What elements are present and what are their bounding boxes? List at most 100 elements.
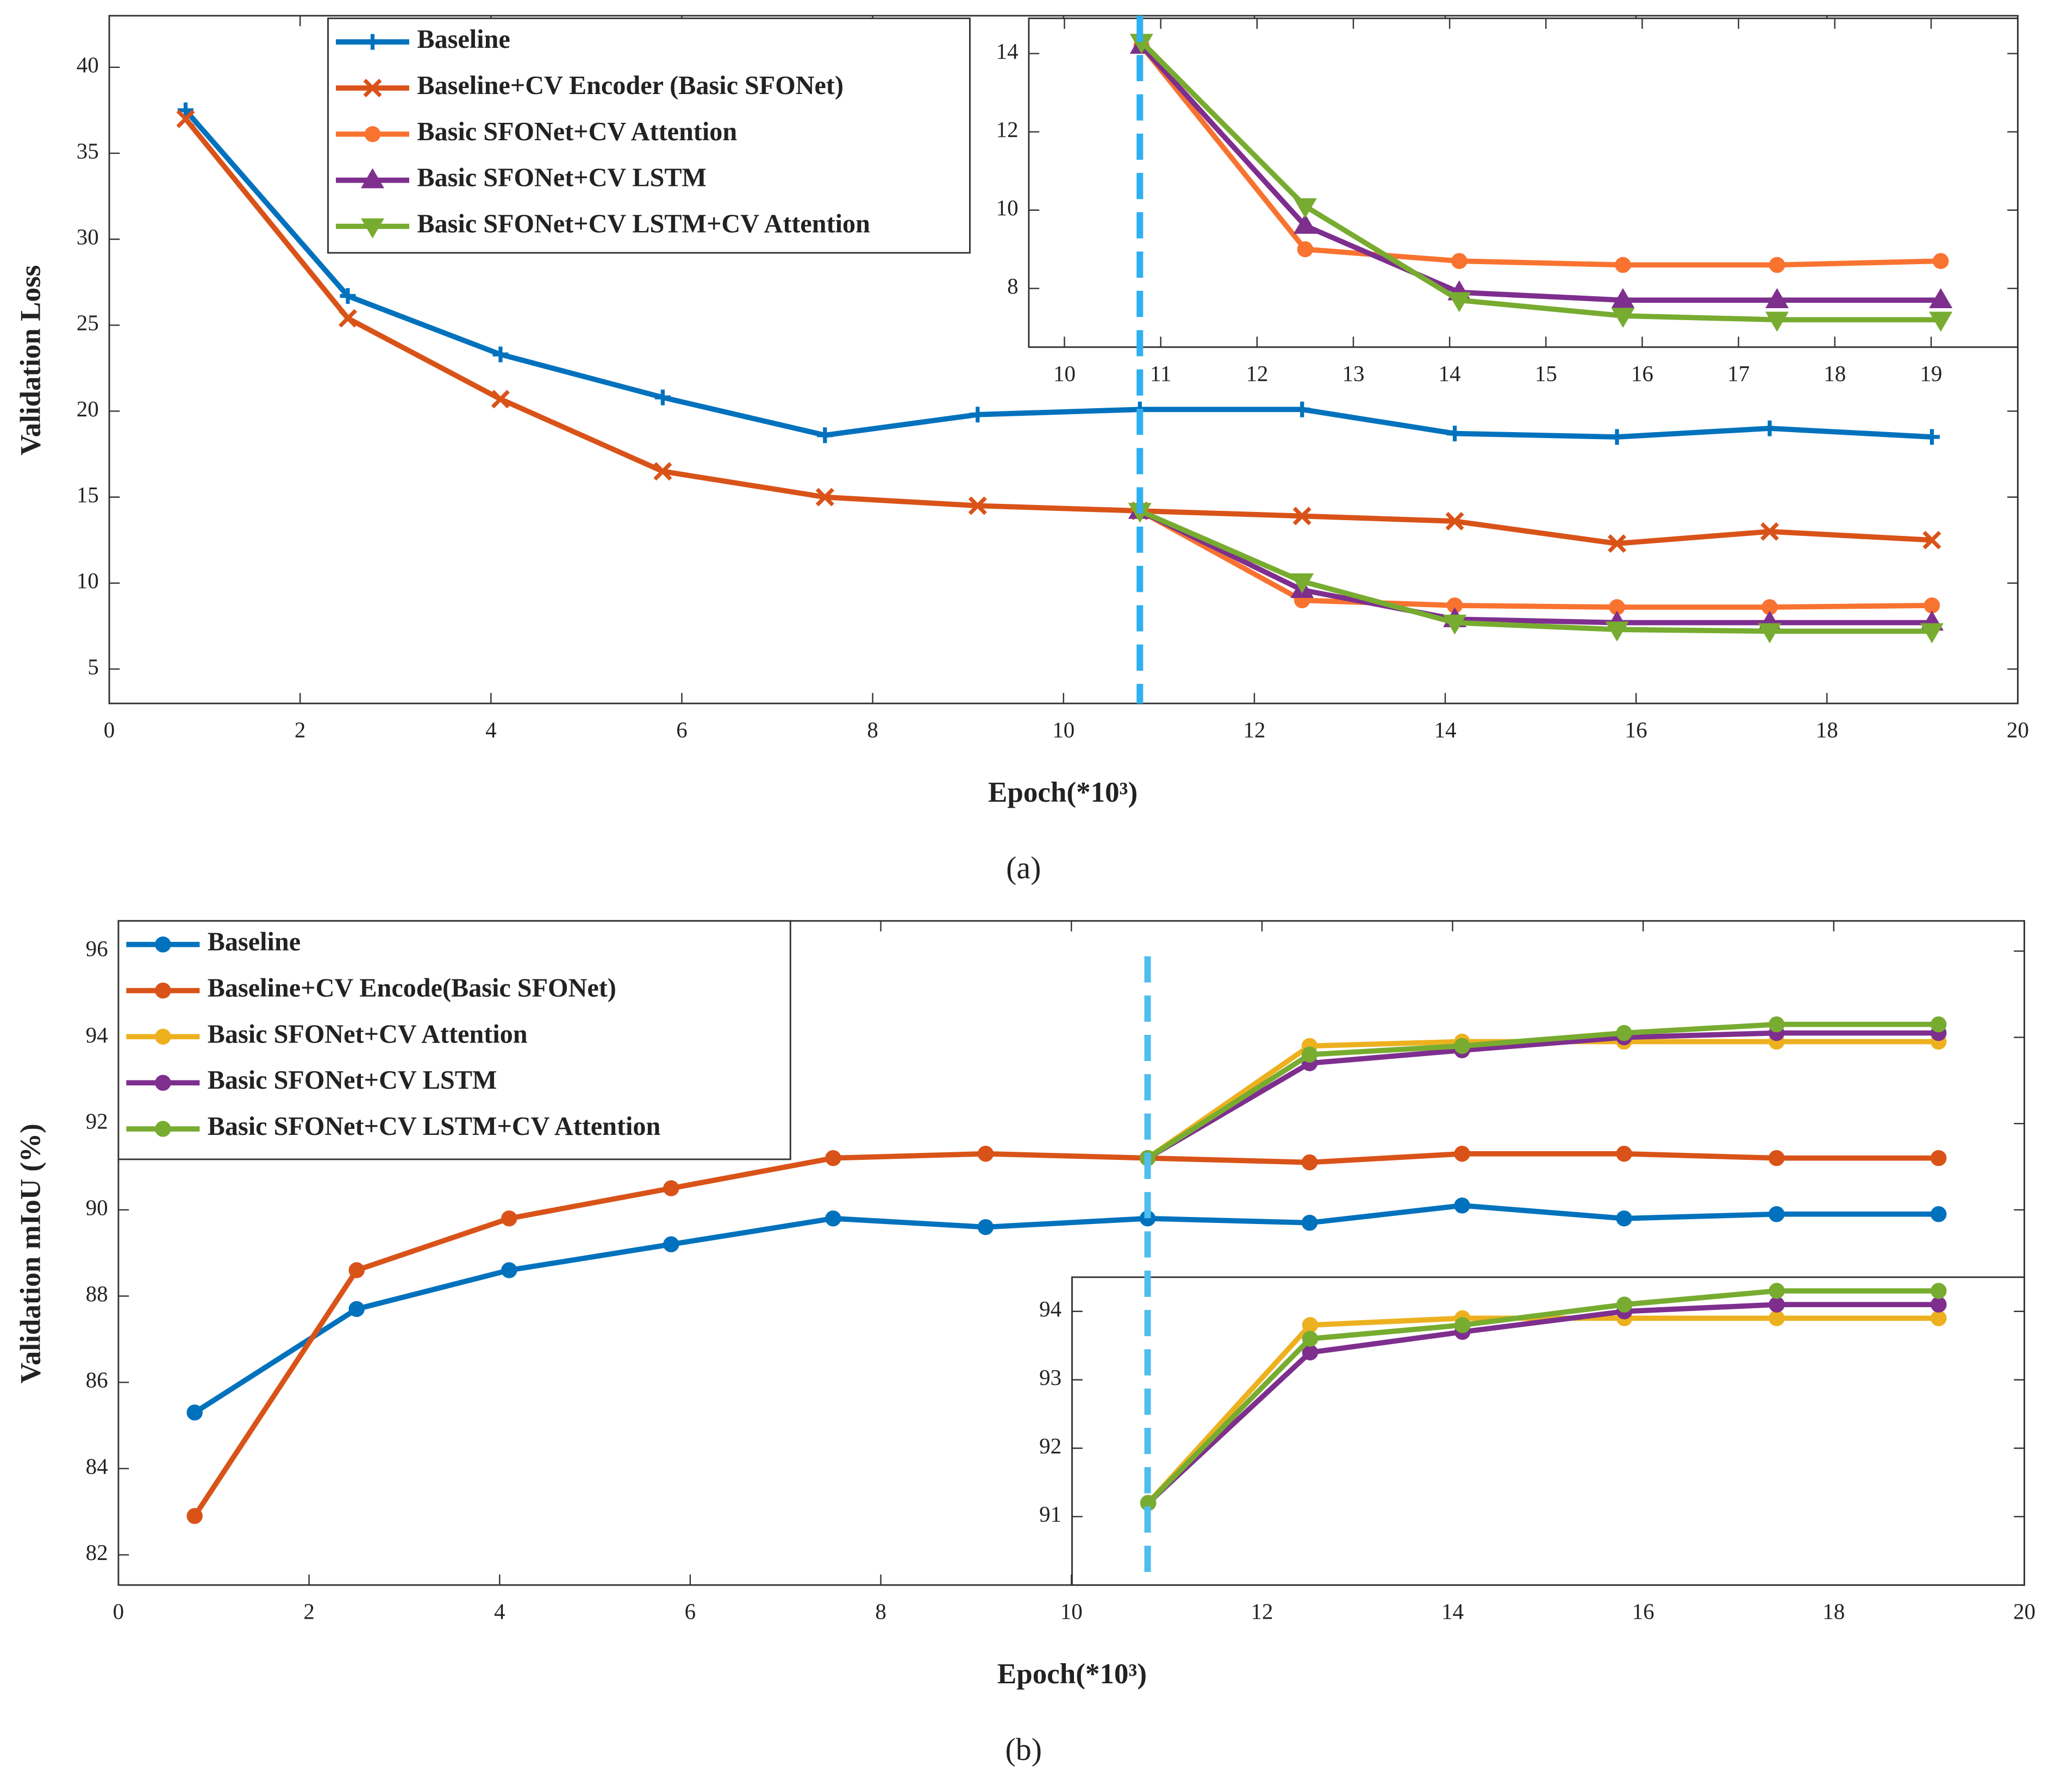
series-line xyxy=(183,117,1932,546)
y-tick-label: 12 xyxy=(996,117,1019,142)
marker xyxy=(1929,288,1953,308)
y-tick-label: 91 xyxy=(1039,1502,1061,1527)
marker xyxy=(338,309,357,328)
marker xyxy=(817,427,833,444)
marker xyxy=(186,1404,203,1421)
series-line xyxy=(1139,43,1941,303)
marker xyxy=(492,346,509,363)
marker xyxy=(1769,1283,1785,1299)
x-tick-label: 0 xyxy=(104,717,115,742)
marker xyxy=(1301,1154,1318,1171)
marker xyxy=(1302,1317,1319,1333)
x-tick-label: 14 xyxy=(1441,1599,1464,1624)
marker xyxy=(1931,1150,1947,1166)
x-tick-label: 10 xyxy=(1052,717,1075,742)
x-tick-label: 12 xyxy=(1246,361,1268,386)
marker xyxy=(653,462,672,481)
x-tick-label: 14 xyxy=(1439,361,1461,386)
y-tick-label: 92 xyxy=(1039,1433,1061,1458)
marker xyxy=(1769,1296,1785,1313)
marker xyxy=(663,1180,679,1196)
legend-box xyxy=(327,17,971,254)
marker xyxy=(1616,1210,1632,1227)
marker xyxy=(825,1150,841,1166)
x-axis-label: Epoch(*10³) xyxy=(997,1658,1147,1690)
marker xyxy=(1762,420,1778,436)
marker xyxy=(1447,426,1463,442)
x-tick-label: 16 xyxy=(1631,361,1653,386)
y-tick-label: 92 xyxy=(86,1109,108,1134)
x-tick-label: 6 xyxy=(685,1599,696,1624)
x-tick-label: 12 xyxy=(1251,1599,1273,1624)
marker xyxy=(155,1075,171,1091)
marker xyxy=(1302,1344,1319,1360)
marker xyxy=(340,288,356,304)
marker xyxy=(176,109,195,128)
marker xyxy=(825,1210,841,1227)
y-axis-label: Validation mIoU (%) xyxy=(15,1123,46,1383)
x-tick-label: 8 xyxy=(867,717,878,742)
marker xyxy=(977,1219,994,1235)
marker xyxy=(1769,1150,1785,1166)
y-tick-label: 90 xyxy=(86,1195,108,1220)
axes-box xyxy=(1071,1276,2026,1586)
marker xyxy=(968,496,987,515)
x-tick-label: 10 xyxy=(1060,1599,1083,1624)
y-axis-label: Validation Loss xyxy=(15,265,46,455)
x-tick-label: 19 xyxy=(1920,361,1942,386)
marker xyxy=(1931,1016,1947,1033)
series-line xyxy=(1139,40,1941,323)
x-tick-label: 20 xyxy=(2007,717,2029,742)
x-tick-label: 11 xyxy=(1150,361,1171,386)
series-line xyxy=(1139,508,1932,626)
legend-label: Basic SFONet+CV Attention xyxy=(208,1020,528,1048)
y-tick-label: 8 xyxy=(1007,273,1018,298)
marker xyxy=(1931,1296,1947,1313)
legend-label: Baseline xyxy=(208,928,301,957)
caption: (a) xyxy=(1006,850,1041,885)
marker xyxy=(1451,253,1467,269)
marker xyxy=(348,1301,365,1318)
x-tick-label: 16 xyxy=(1625,717,1647,742)
marker xyxy=(1302,1331,1319,1347)
y-tick-label: 88 xyxy=(86,1281,108,1306)
marker xyxy=(1933,253,1949,269)
x-tick-label: 2 xyxy=(303,1599,314,1624)
marker xyxy=(1923,597,1940,614)
marker xyxy=(1292,507,1311,526)
marker xyxy=(155,1121,171,1137)
marker xyxy=(1293,214,1317,234)
marker xyxy=(1443,614,1467,635)
y-tick-label: 84 xyxy=(86,1453,108,1478)
y-tick-label: 93 xyxy=(1039,1365,1061,1390)
legend-label: Basic SFONet+CV Attention xyxy=(417,117,737,146)
marker xyxy=(1609,429,1625,445)
marker xyxy=(1758,623,1782,644)
marker xyxy=(1765,311,1789,332)
x-tick-label: 4 xyxy=(494,1599,505,1624)
y-tick-label: 5 xyxy=(88,654,98,679)
marker xyxy=(1931,1283,1947,1299)
x-tick-label: 16 xyxy=(1632,1599,1654,1624)
marker xyxy=(1445,511,1464,530)
marker xyxy=(1290,573,1314,594)
legend-label: Basic SFONet+CV LSTM xyxy=(417,164,707,192)
x-tick-label: 2 xyxy=(295,717,305,742)
x-tick-label: 17 xyxy=(1727,361,1750,386)
marker xyxy=(1929,311,1953,332)
series-line xyxy=(183,108,1932,440)
x-tick-label: 18 xyxy=(1823,361,1846,386)
y-tick-label: 14 xyxy=(996,39,1019,64)
marker xyxy=(155,936,171,953)
y-tick-label: 15 xyxy=(77,482,99,507)
marker xyxy=(155,1028,171,1045)
y-tick-label: 35 xyxy=(77,138,99,163)
series-line xyxy=(1139,44,1941,268)
marker xyxy=(970,407,986,423)
marker xyxy=(1924,429,1940,445)
x-tick-label: 14 xyxy=(1434,717,1457,742)
y-tick-label: 10 xyxy=(77,568,99,593)
series-line xyxy=(1146,1030,1939,1160)
